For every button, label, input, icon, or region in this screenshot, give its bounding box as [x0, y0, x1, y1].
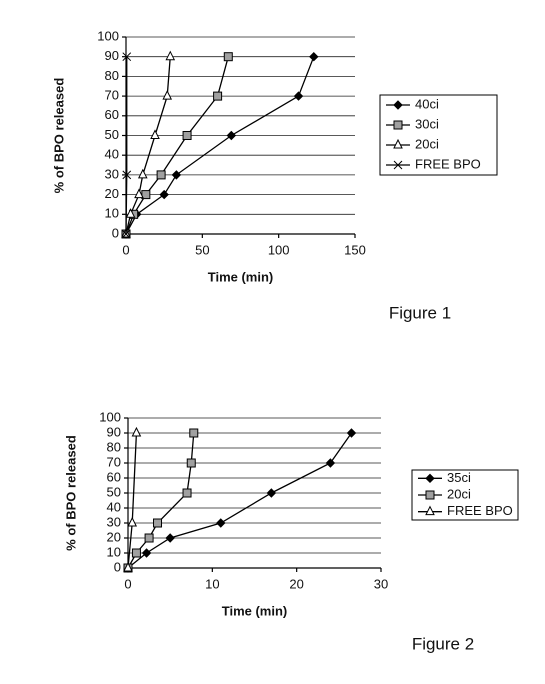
legend-label: 20ci — [415, 136, 439, 151]
x-tick-label: 50 — [195, 242, 209, 257]
x-axis-title: Time (min) — [222, 603, 288, 618]
y-tick-label: 20 — [105, 186, 119, 201]
x-tick-label: 20 — [289, 576, 303, 591]
marker-x — [121, 229, 131, 239]
legend-label: 40ci — [415, 96, 439, 111]
y-tick-label: 90 — [105, 48, 119, 63]
marker-triangle — [127, 516, 138, 527]
y-tick-label: 90 — [107, 424, 121, 439]
marker-diamond — [346, 428, 357, 438]
y-tick-label: 50 — [107, 484, 121, 499]
legend-marker — [393, 120, 403, 130]
y-axis-title: % of BPO released — [51, 78, 66, 194]
y-tick-label: 60 — [105, 107, 119, 122]
marker-diamond — [293, 91, 304, 101]
marker-square — [186, 458, 196, 468]
legend-marker — [393, 100, 403, 110]
figure-caption: Figure 2 — [412, 634, 474, 653]
legend-marker — [425, 490, 435, 500]
marker-diamond — [216, 518, 226, 528]
marker-triangle — [162, 89, 173, 100]
y-tick-label: 30 — [105, 166, 119, 181]
marker-diamond — [141, 548, 152, 558]
marker-diamond — [159, 189, 169, 200]
y-tick-label: 100 — [99, 409, 121, 424]
y-tick-label: 70 — [105, 88, 119, 103]
legend-marker — [425, 473, 435, 484]
marker-square — [144, 533, 154, 543]
marker-triangle — [165, 50, 176, 61]
series-line — [125, 56, 229, 235]
x-axis-title: Time (min) — [208, 269, 274, 284]
y-tick-label: 0 — [114, 559, 121, 574]
y-tick-label: 60 — [107, 469, 121, 484]
legend-box — [379, 94, 498, 176]
marker-diamond — [266, 488, 277, 498]
y-tick-label: 30 — [107, 514, 121, 529]
legend-marker — [393, 138, 403, 149]
x-tick-label: 0 — [124, 576, 131, 591]
marker-triangle — [131, 426, 142, 437]
marker-x — [122, 170, 132, 180]
legend-label: 30ci — [415, 116, 439, 131]
marker-square — [182, 488, 192, 498]
marker-triangle — [137, 168, 148, 179]
y-tick-label: 80 — [107, 439, 121, 454]
series-line — [127, 432, 195, 569]
legend-label: 35ci — [447, 470, 471, 485]
legend-label: 20ci — [447, 486, 471, 501]
x-tick-label: 10 — [205, 576, 219, 591]
marker-square — [156, 170, 166, 180]
y-tick-label: 40 — [107, 499, 121, 514]
marker-triangle — [123, 561, 133, 572]
y-tick-label: 100 — [97, 28, 119, 43]
x-tick-label: 0 — [122, 242, 129, 257]
marker-square — [213, 91, 223, 101]
y-tick-label: 0 — [112, 225, 119, 240]
y-tick-label: 80 — [105, 68, 119, 83]
marker-square — [153, 518, 163, 528]
marker-square — [131, 548, 141, 558]
legend-label: FREE BPO — [447, 503, 513, 518]
y-tick-label: 10 — [107, 544, 121, 559]
marker-diamond — [171, 170, 182, 180]
legend-marker — [393, 160, 403, 170]
figure-caption: Figure 1 — [389, 303, 451, 322]
y-axis-title: % of BPO released — [63, 435, 78, 551]
series-line — [125, 56, 315, 235]
marker-diamond — [325, 458, 336, 468]
marker-triangle — [150, 129, 160, 139]
series-line — [127, 432, 353, 569]
marker-square — [189, 428, 199, 438]
legend-marker — [425, 505, 435, 516]
marker-square — [182, 131, 192, 140]
x-tick-label: 100 — [268, 242, 290, 257]
legend-label: FREE BPO — [415, 156, 481, 171]
y-tick-label: 50 — [105, 127, 119, 142]
marker-x — [122, 52, 132, 62]
y-tick-label: 70 — [107, 454, 121, 469]
y-tick-label: 20 — [107, 529, 121, 544]
series-line — [125, 56, 171, 235]
series-line — [127, 432, 138, 569]
marker-diamond — [226, 130, 237, 141]
x-tick-label: 150 — [344, 242, 366, 257]
y-tick-label: 40 — [105, 147, 119, 162]
marker-diamond — [165, 533, 175, 543]
x-tick-label: 30 — [374, 576, 388, 591]
marker-triangle — [125, 208, 136, 218]
series-line — [125, 56, 128, 235]
marker-square — [223, 52, 233, 62]
y-tick-label: 10 — [105, 206, 119, 221]
marker-diamond — [309, 51, 319, 62]
marker-triangle — [134, 188, 144, 199]
